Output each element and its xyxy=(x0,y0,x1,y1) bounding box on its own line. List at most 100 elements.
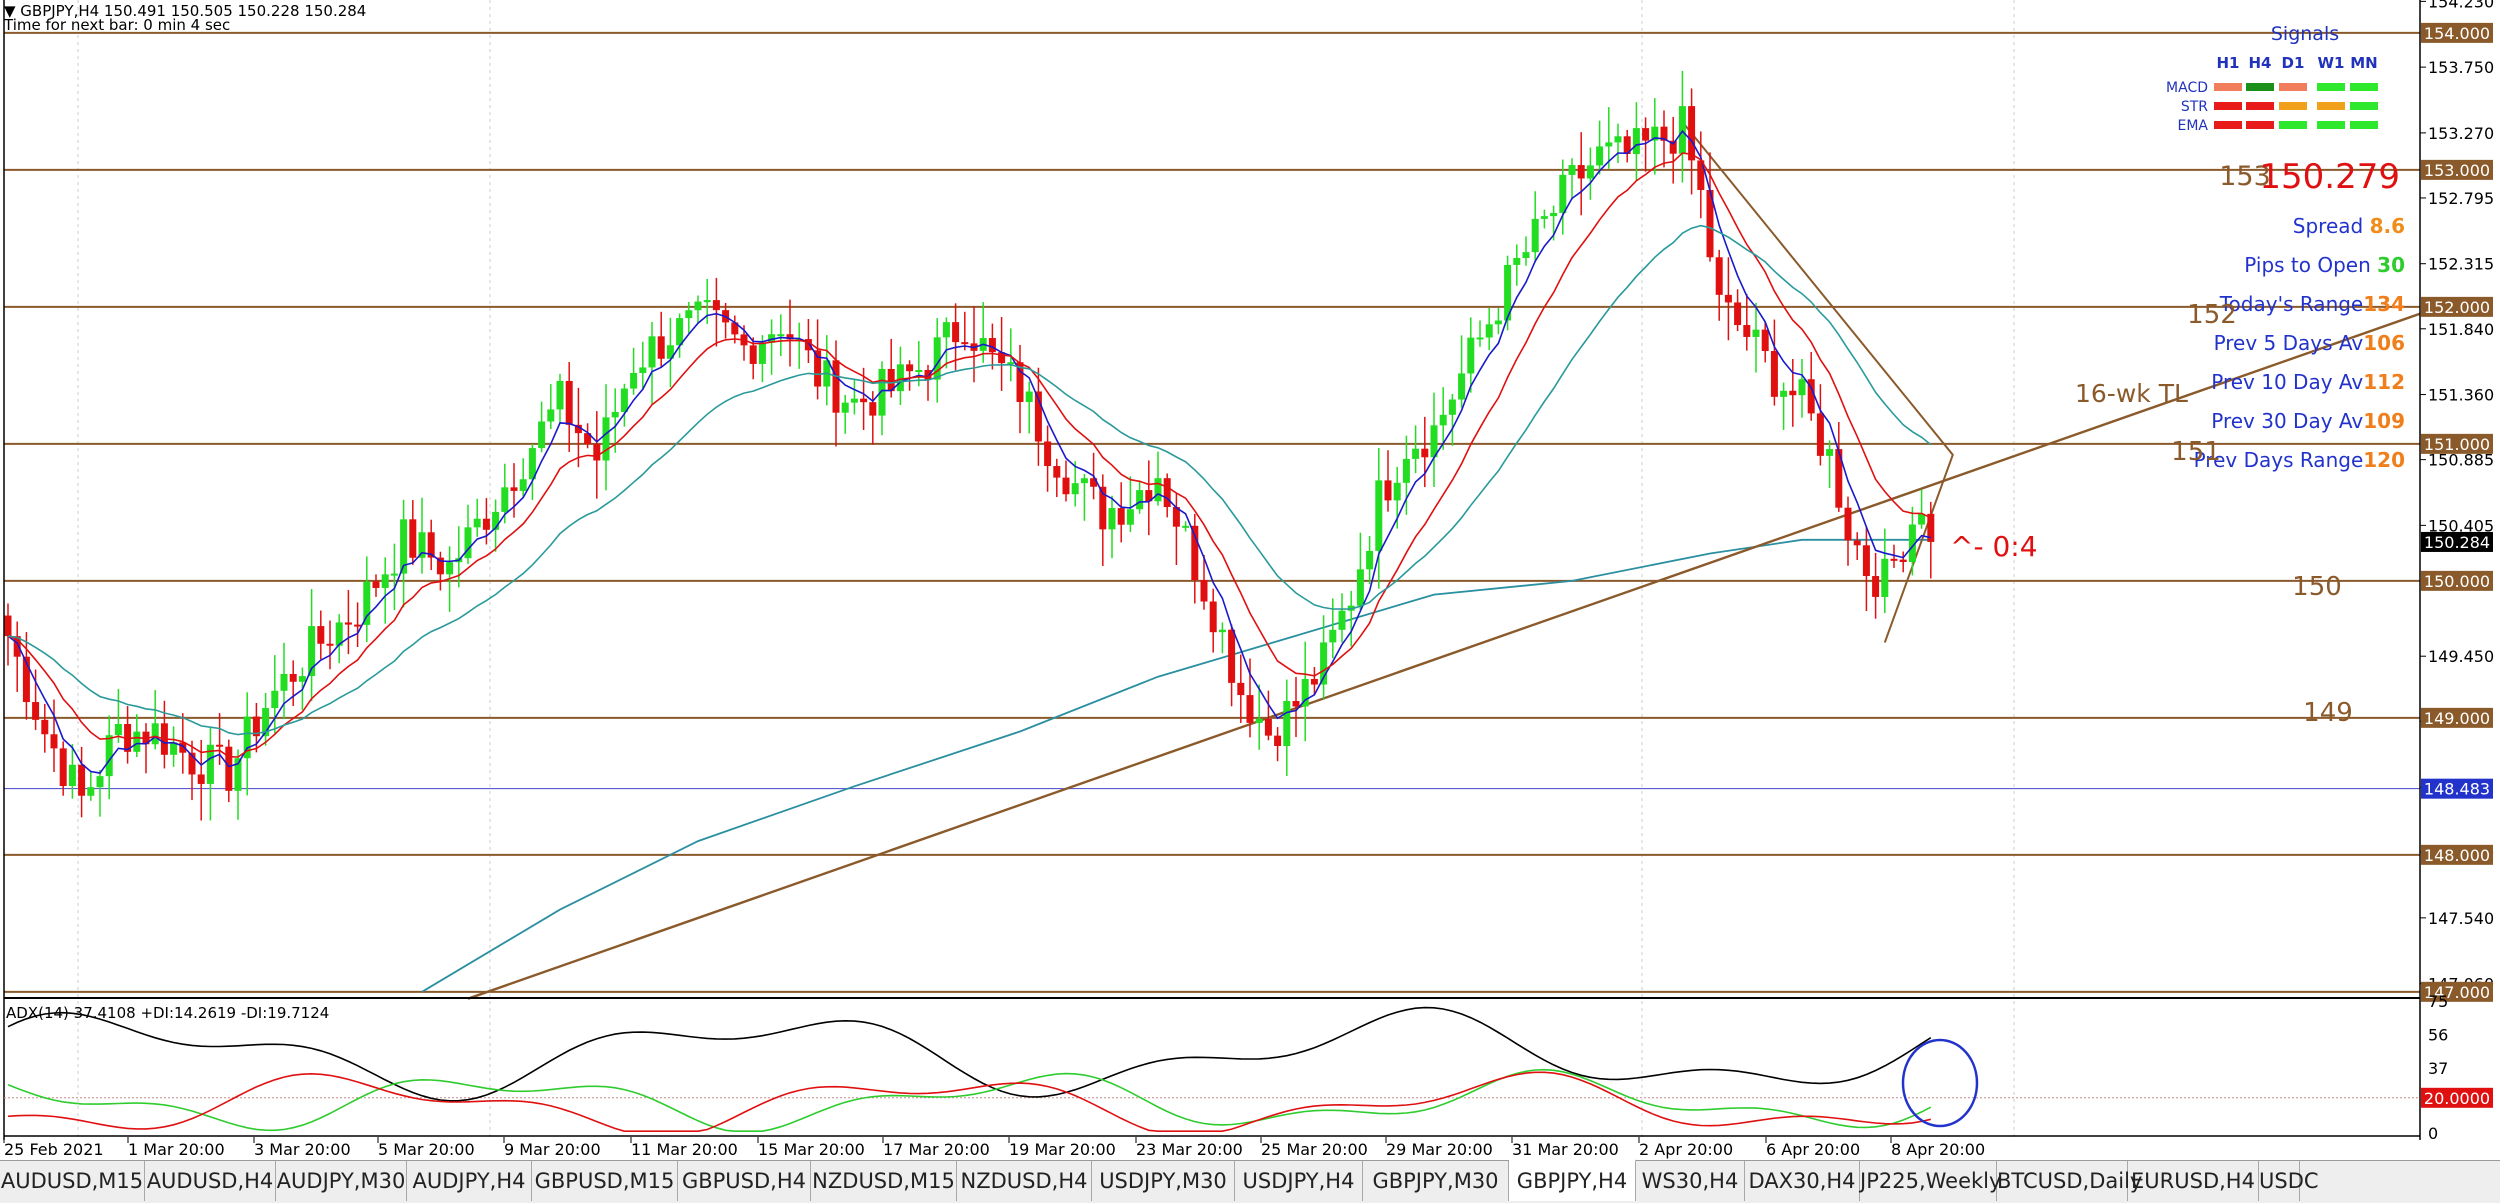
level-label-152: 152 xyxy=(2187,300,2237,330)
candle-body xyxy=(22,656,30,703)
chart-tabs: AUDUSD,M15 AUDUSD,H4 AUDJPY,M30 AUDJPY,H4 GB… xyxy=(0,1159,2500,1203)
signal-cell xyxy=(2246,121,2274,129)
candle-body xyxy=(620,388,628,412)
candle-body xyxy=(1117,508,1125,525)
stat-value: 109 xyxy=(2363,409,2405,433)
candle-body xyxy=(1734,302,1742,326)
candle-body xyxy=(1872,576,1880,597)
candle-body xyxy=(1485,324,1493,338)
time-label: 19 Mar 20:00 xyxy=(1009,1140,1116,1159)
tab-gbpjpy-m30[interactable]: GBPJPY,M30 xyxy=(1363,1161,1509,1201)
tab-eurusd-h4[interactable]: EURUSD,H4 xyxy=(2128,1161,2259,1201)
candle-body xyxy=(1918,513,1926,525)
candle-body xyxy=(1071,483,1079,495)
candle-body xyxy=(1826,449,1834,456)
candle-body xyxy=(1890,558,1898,561)
signals-column-h4: H4 xyxy=(2249,54,2272,72)
signal-cell xyxy=(2279,102,2307,110)
candle-body xyxy=(1145,490,1153,502)
price-label-text: 148.000 xyxy=(2424,846,2490,865)
price-label-box xyxy=(2421,22,2493,43)
candle-body xyxy=(1816,413,1824,456)
candle-body xyxy=(1163,478,1171,508)
time-label: 17 Mar 20:00 xyxy=(883,1140,990,1159)
candle-body xyxy=(1356,569,1364,606)
price-tick-label: 153.270 xyxy=(2428,124,2494,143)
time-label: 11 Mar 20:00 xyxy=(631,1140,738,1159)
tab-usdjpy-m30[interactable]: USDJPY,M30 xyxy=(1092,1161,1235,1201)
tab-jp225-weekly[interactable]: JP225,Weekly xyxy=(1860,1161,2001,1201)
price-label-box xyxy=(2421,531,2493,552)
candle-body xyxy=(1770,351,1778,397)
candle-body xyxy=(850,398,858,403)
candle-body xyxy=(179,742,187,753)
stat-value: 120 xyxy=(2363,448,2405,472)
candlesticks xyxy=(4,70,1935,821)
candle-body xyxy=(657,336,665,359)
tab-dax30-h4[interactable]: DAX30,H4 xyxy=(1745,1161,1860,1201)
candle-body xyxy=(1264,718,1272,736)
candle-body xyxy=(59,748,67,787)
tab-usdc[interactable]: USDC xyxy=(2259,1161,2319,1201)
candle-body xyxy=(942,322,950,338)
candle-body xyxy=(1881,558,1889,597)
candle-body xyxy=(1154,478,1162,502)
tab-usdjpy-h4[interactable]: USDJPY,H4 xyxy=(1235,1161,1363,1201)
candle-body xyxy=(1016,362,1024,403)
stat-3: Prev 5 Days Av106 xyxy=(2214,331,2405,355)
tab-nzdusd-m15[interactable]: NZDUSD,M15 xyxy=(811,1161,957,1201)
candle-body xyxy=(1439,414,1447,426)
candle-body xyxy=(952,322,960,343)
candle-body xyxy=(1531,218,1539,253)
signal-cell xyxy=(2317,102,2345,110)
signal-cell xyxy=(2214,83,2242,91)
candle-body xyxy=(1053,466,1061,478)
price-tick-label: 154.230 xyxy=(2428,0,2494,11)
candle-body xyxy=(409,519,417,558)
ema-fast-line xyxy=(7,129,1931,774)
candle-body xyxy=(354,624,362,627)
candle-body xyxy=(1651,126,1659,141)
time-label: 5 Mar 20:00 xyxy=(378,1140,475,1159)
candle-body xyxy=(262,708,270,737)
candle-body xyxy=(1283,700,1291,746)
price-tick-label: 152.315 xyxy=(2428,255,2494,274)
tab-ws30-h4[interactable]: WS30,H4 xyxy=(1636,1161,1745,1201)
adx-level-box xyxy=(2421,1087,2493,1108)
trendline-label: 16-wk TL xyxy=(2075,379,2188,408)
candle-body xyxy=(1044,441,1052,467)
candle-body xyxy=(694,301,702,311)
candle-body xyxy=(1596,146,1604,166)
candle-body xyxy=(1274,735,1282,746)
price-axis: 154.230 153.750 153.270 152.795 152.315 151.8… xyxy=(3,0,2494,1140)
highlight-circle xyxy=(1901,1038,1979,1128)
candle-body xyxy=(1126,509,1134,525)
time-label: 29 Mar 20:00 xyxy=(1386,1140,1493,1159)
tab-gbpusd-m15[interactable]: GBPUSD,M15 xyxy=(532,1161,678,1201)
tab-audjpy-m30[interactable]: AUDJPY,M30 xyxy=(276,1161,407,1201)
tab-gbpusd-h4[interactable]: GBPUSD,H4 xyxy=(678,1161,811,1201)
level-label-151: 151 xyxy=(2171,437,2221,467)
candle-body xyxy=(574,424,582,434)
price-tick-label: 152.795 xyxy=(2428,189,2494,208)
tab-btcusd-daily[interactable]: BTCUSD,Daily xyxy=(1997,1161,2142,1201)
price-label-text: 153.000 xyxy=(2424,161,2490,180)
price-label-box xyxy=(2421,433,2493,454)
candle-body xyxy=(1338,610,1346,630)
tab-audusd-h4[interactable]: AUDUSD,H4 xyxy=(145,1161,276,1201)
candle-body xyxy=(1494,320,1502,325)
candle-body xyxy=(998,352,1006,364)
candle-body xyxy=(1191,525,1199,581)
candle-body xyxy=(243,716,251,759)
candle-body xyxy=(1614,136,1622,143)
candle-body xyxy=(1412,448,1420,459)
tab-audusd-m15[interactable]: AUDUSD,M15 xyxy=(0,1161,145,1201)
candle-body xyxy=(1577,165,1585,179)
tab-gbpjpy-h4[interactable]: GBPJPY,H4 xyxy=(1509,1159,1636,1201)
tab-nzdusd-h4[interactable]: NZDUSD,H4 xyxy=(957,1161,1092,1201)
price-label-box xyxy=(2421,981,2493,1002)
triangle-pattern xyxy=(1681,121,1954,643)
tab-audjpy-h4[interactable]: AUDJPY,H4 xyxy=(407,1161,532,1201)
candle-body xyxy=(1927,513,1935,542)
